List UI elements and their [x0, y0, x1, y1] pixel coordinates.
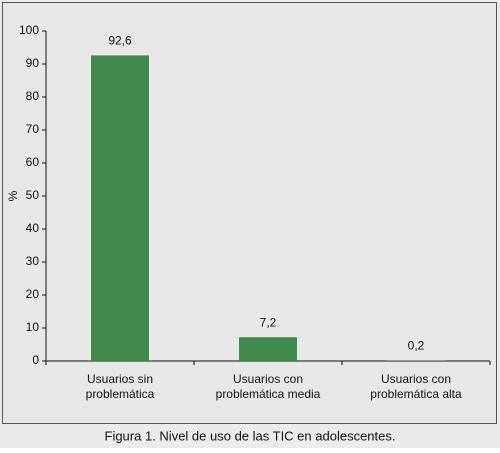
- x-tick-label-line: Usuarios con: [233, 372, 303, 386]
- value-label: 7,2: [260, 315, 277, 329]
- y-tick-label: 50: [26, 188, 40, 202]
- value-label: 92,6: [108, 34, 132, 48]
- caption: Figura 1. Nivel de uso de las TIC en ado…: [105, 428, 396, 443]
- y-tick-label: 90: [26, 56, 40, 70]
- x-tick-label-line: problemática: [86, 387, 155, 401]
- x-tick-label: Usuarios con problemática media: [216, 372, 321, 401]
- y-tick-label: 0: [32, 353, 39, 367]
- x-tick-label: Usuarios con problemática alta: [370, 372, 462, 401]
- y-tick-label: 20: [26, 287, 40, 301]
- x-tick-label: Usuarios sin problemática: [86, 372, 155, 401]
- y-tick-label: 80: [26, 89, 40, 103]
- x-tick-label-line: problemática alta: [370, 387, 462, 401]
- bar: [239, 337, 297, 361]
- bar: [91, 55, 149, 362]
- y-tick-label: 40: [26, 221, 40, 235]
- x-tick-label-line: Usuarios con: [381, 372, 451, 386]
- y-tick-label: 30: [26, 254, 40, 268]
- x-tick-label-line: Usuarios sin: [87, 372, 153, 386]
- bar: [387, 360, 445, 361]
- value-label: 0,2: [408, 339, 425, 353]
- y-tick-label: 100: [19, 23, 39, 37]
- y-tick-label: 70: [26, 122, 40, 136]
- y-tick-label: 10: [26, 320, 40, 334]
- y-axis-label: %: [6, 190, 20, 201]
- x-tick-label-line: problemática media: [216, 387, 321, 401]
- y-tick-label: 60: [26, 155, 40, 169]
